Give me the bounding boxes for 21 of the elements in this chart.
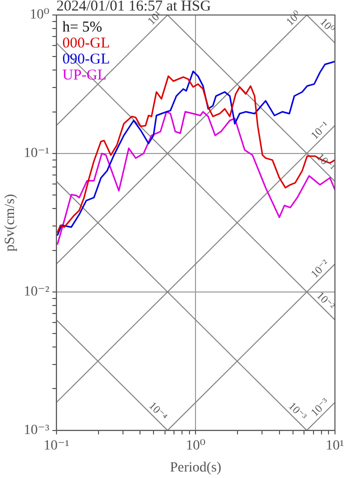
annotation: 10⁻¹: [314, 151, 337, 174]
annotation: 10⁻⁴: [146, 400, 170, 424]
y-tick-label: 10⁻³: [24, 423, 50, 438]
text: 090-GL: [62, 51, 110, 68]
text: UP-GL: [62, 67, 107, 84]
annotation: 10⁻²: [314, 290, 338, 313]
x-tick-label: 10⁻¹: [44, 438, 70, 454]
x-axis-title: Period(s): [170, 460, 222, 476]
legend-title: h= 5%: [62, 19, 102, 36]
y-axis-title: pSv(cm/s): [3, 194, 18, 252]
annotation: 10⁻²: [308, 257, 332, 281]
x-tick-label: 10⁰: [186, 438, 206, 454]
y-tick-label: 10⁻¹: [24, 146, 50, 162]
annotation: 10⁻³: [308, 396, 332, 420]
annotation: 10⁻¹: [308, 119, 332, 142]
y-tick-label: 10⁰: [30, 8, 50, 23]
text: 000-GL: [62, 35, 110, 52]
annotation: 10⁰: [317, 16, 338, 36]
y-tick-label: 10⁻²: [24, 284, 50, 300]
x-tick-label: 10¹: [326, 438, 344, 454]
annotation: 10⁻³: [286, 400, 310, 424]
